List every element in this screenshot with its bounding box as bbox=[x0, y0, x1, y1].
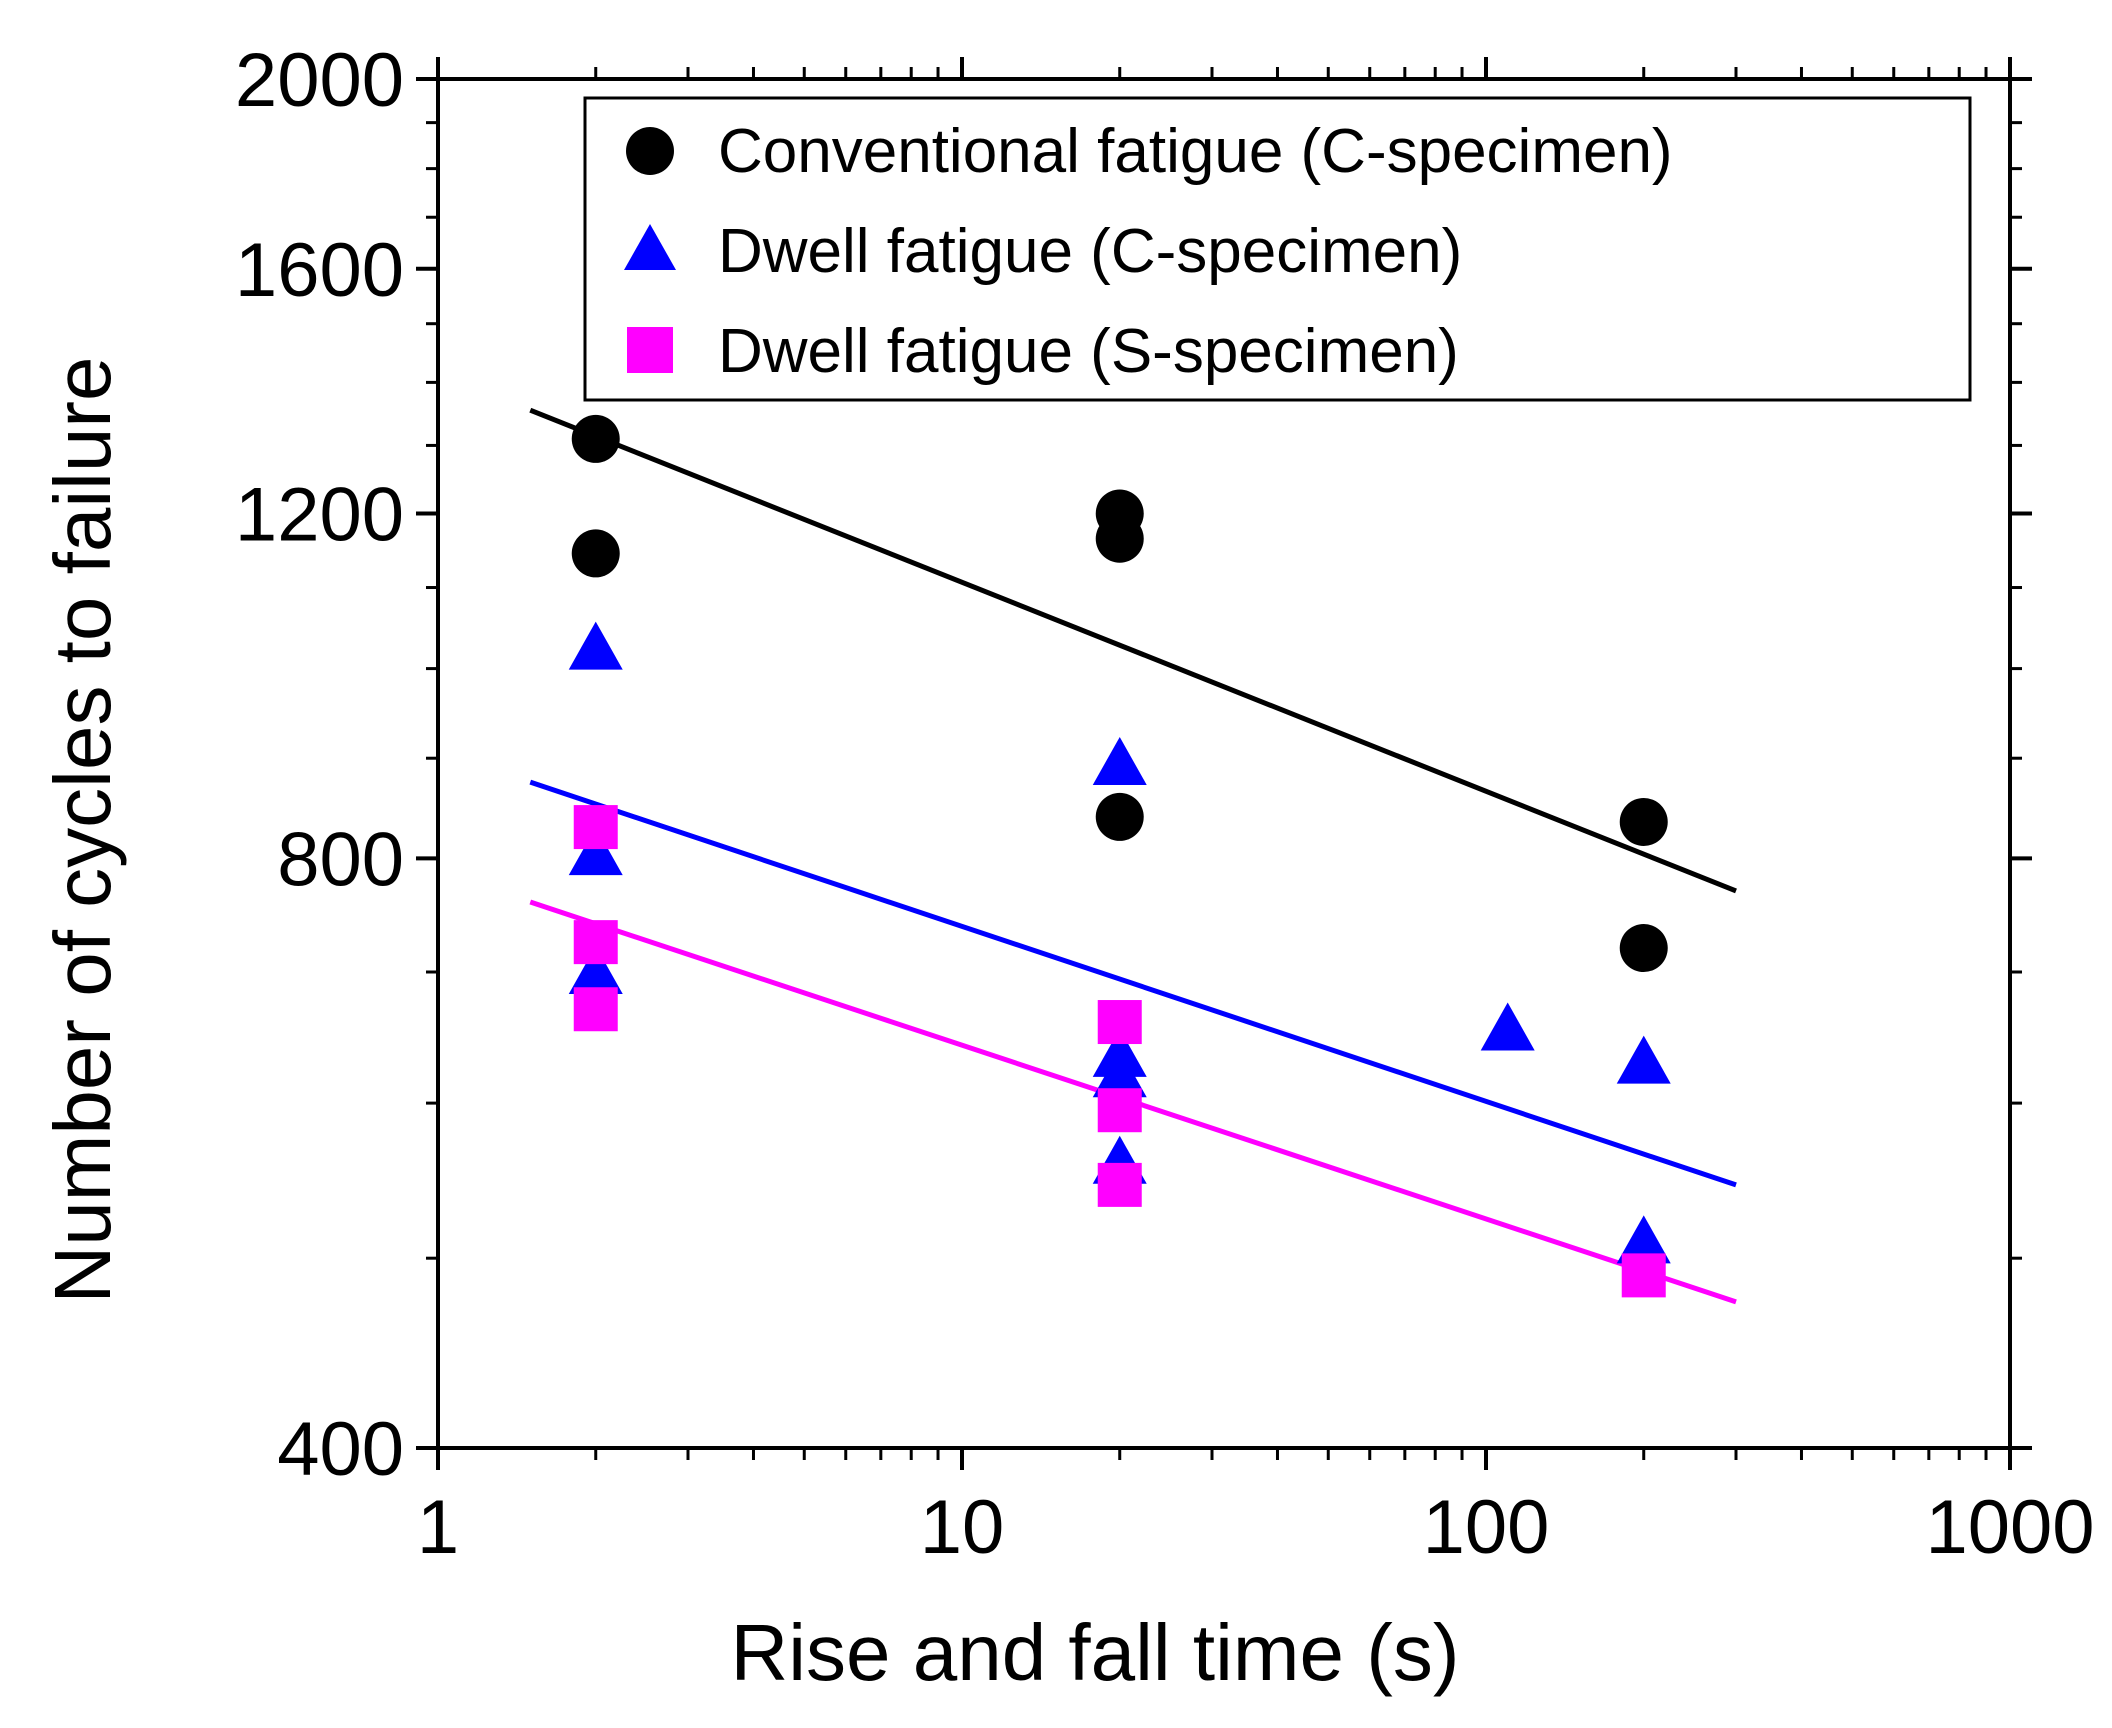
x-tick-label: 1 bbox=[417, 1485, 459, 1570]
x-axis-title: Rise and fall time (s) bbox=[730, 1608, 1459, 1697]
point-series-0 bbox=[571, 529, 620, 578]
y-tick-label: 2000 bbox=[235, 38, 404, 123]
y-tick-label: 800 bbox=[277, 817, 404, 902]
point-series-0 bbox=[1619, 924, 1668, 973]
legend-label-conventional: Conventional fatigue (C-specimen) bbox=[718, 117, 1673, 186]
point-series-1 bbox=[568, 945, 623, 994]
y-axis-title: Number of cycles to failure bbox=[38, 356, 127, 1303]
x-tick-label: 100 bbox=[1423, 1485, 1550, 1570]
point-series-2 bbox=[1097, 1088, 1142, 1133]
fit-line-series-0 bbox=[529, 407, 1737, 894]
legend: Conventional fatigue (C-specimen) Dwell … bbox=[583, 96, 1972, 402]
point-series-0 bbox=[1095, 792, 1144, 841]
point-series-0 bbox=[1619, 797, 1668, 846]
point-series-1 bbox=[1092, 1049, 1147, 1098]
legend-box bbox=[583, 96, 1972, 402]
legend-marker-dwell-s bbox=[627, 327, 673, 373]
plot-area-frame bbox=[436, 77, 2012, 1450]
data-points bbox=[568, 414, 1671, 1298]
point-series-1 bbox=[568, 827, 623, 876]
point-series-2 bbox=[573, 805, 618, 850]
legend-label-dwell-s: Dwell fatigue (S-specimen) bbox=[718, 317, 1459, 386]
point-series-1 bbox=[568, 621, 623, 670]
point-series-1 bbox=[1092, 736, 1147, 785]
y-tick-label: 1600 bbox=[235, 228, 404, 313]
tick-labels: 1 10 100 1000 400 800 1200 1600 2000 bbox=[235, 38, 2095, 1570]
point-series-2 bbox=[1097, 1000, 1142, 1045]
point-series-2 bbox=[573, 987, 618, 1032]
point-series-0 bbox=[1095, 514, 1144, 563]
point-series-2 bbox=[1097, 1162, 1142, 1207]
point-series-1 bbox=[1616, 1035, 1671, 1084]
legend-label-dwell-c: Dwell fatigue (C-specimen) bbox=[718, 217, 1462, 286]
point-series-0 bbox=[571, 414, 620, 463]
fit-line-series-1 bbox=[529, 779, 1737, 1188]
y-tick-label: 400 bbox=[277, 1407, 404, 1492]
point-series-1 bbox=[1616, 1215, 1671, 1264]
x-tick-label: 1000 bbox=[1925, 1485, 2094, 1570]
point-series-2 bbox=[573, 920, 618, 965]
legend-marker-conventional bbox=[626, 127, 674, 175]
x-tick-label: 10 bbox=[920, 1485, 1005, 1570]
point-series-1 bbox=[1480, 1002, 1535, 1051]
point-series-2 bbox=[1621, 1253, 1666, 1298]
legend-marker-dwell-c bbox=[624, 224, 676, 270]
y-tick-label: 1200 bbox=[235, 473, 404, 558]
